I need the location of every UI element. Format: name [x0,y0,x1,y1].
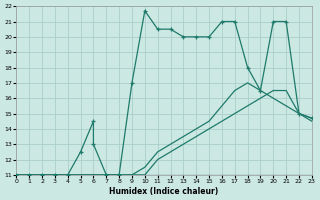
X-axis label: Humidex (Indice chaleur): Humidex (Indice chaleur) [109,187,219,196]
